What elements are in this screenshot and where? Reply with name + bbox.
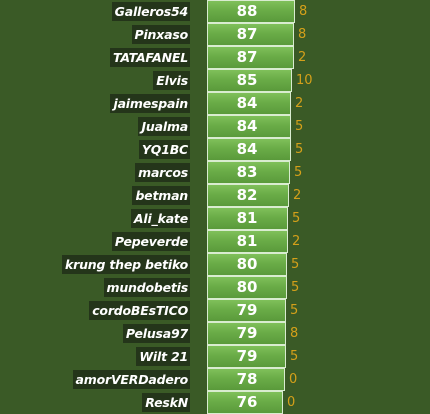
player-name-label: YQ1BC <box>138 140 190 159</box>
leaderboard-row: Elvis 85 10 <box>0 69 430 92</box>
score-value-label: 81 <box>236 232 258 250</box>
player-name-label: Pinxaso <box>131 25 190 44</box>
extra-points-label: 2 <box>298 50 307 65</box>
leaderboard-row: TATAFANEL 87 2 <box>0 46 430 69</box>
score-value-label: 76 <box>236 393 258 411</box>
player-name-label: Pelusa97 <box>122 324 190 343</box>
extra-points-label: 2 <box>295 96 304 111</box>
score-value-label: 87 <box>236 25 258 43</box>
player-name-label: betman <box>132 186 190 205</box>
leaderboard-row: marcos 83 5 <box>0 161 430 184</box>
score-bar <box>207 368 285 391</box>
score-bar <box>207 23 294 46</box>
score-bar <box>207 161 290 184</box>
score-bar <box>207 345 286 368</box>
extra-points-label: 5 <box>295 119 304 134</box>
leaderboard-row: mundobetis 80 5 <box>0 276 430 299</box>
score-value-label: 84 <box>236 94 258 112</box>
score-value-label: 79 <box>236 347 258 365</box>
leaderboard-row: Pinxaso 87 8 <box>0 23 430 46</box>
score-value-label: 78 <box>236 370 258 388</box>
extra-points-label: 5 <box>292 211 301 226</box>
player-name-label: Wilt 21 <box>136 347 190 366</box>
score-value-label: 88 <box>236 2 258 20</box>
score-bar <box>207 69 292 92</box>
extra-points-label: 0 <box>289 372 298 387</box>
leaderboard-row: Pepeverde 81 2 <box>0 230 430 253</box>
score-bar <box>207 253 287 276</box>
player-name-label: marcos <box>135 163 190 182</box>
player-name-label: Pepeverde <box>111 232 190 251</box>
player-name-label: Ali_kate <box>130 209 190 228</box>
score-value-label: 80 <box>236 255 258 273</box>
leaderboard-row: Wilt 21 79 5 <box>0 345 430 368</box>
score-value-label: 87 <box>236 48 258 66</box>
player-name-label: krung thep betiko <box>62 255 190 274</box>
score-value-label: 85 <box>236 71 258 89</box>
player-name-label: TATAFANEL <box>109 48 190 67</box>
score-bar <box>207 322 286 345</box>
extra-points-label: 8 <box>290 326 299 341</box>
score-value-label: 84 <box>236 117 258 135</box>
extra-points-label: 5 <box>290 349 299 364</box>
leaderboard-row: YQ1BC 84 5 <box>0 138 430 161</box>
score-bar <box>207 138 291 161</box>
extra-points-label: 5 <box>291 280 300 295</box>
score-value-label: 83 <box>236 163 258 181</box>
score-value-label: 79 <box>236 301 258 319</box>
extra-points-label: 0 <box>287 395 296 410</box>
score-bar <box>207 115 291 138</box>
score-bar <box>207 184 289 207</box>
leaderboard-row: krung thep betiko 80 5 <box>0 253 430 276</box>
extra-points-label: 8 <box>298 27 307 42</box>
score-bar <box>207 0 295 23</box>
player-name-label: Elvis <box>153 71 190 90</box>
player-name-label: ReskN <box>142 393 190 412</box>
score-bar <box>207 230 288 253</box>
leaderboard-row: ReskN 76 0 <box>0 391 430 414</box>
extra-points-label: 5 <box>294 165 303 180</box>
leaderboard-row: jaimespain 84 2 <box>0 92 430 115</box>
leaderboard-row: betman 82 2 <box>0 184 430 207</box>
player-name-label: Galleros54 <box>111 2 190 21</box>
extra-points-label: 2 <box>292 234 301 249</box>
leaderboard-row: cordoBEsTICO 79 5 <box>0 299 430 322</box>
player-name-label: Jualma <box>138 117 190 136</box>
score-bar <box>207 276 287 299</box>
score-value-label: 80 <box>236 278 258 296</box>
player-name-label: jaimespain <box>110 94 190 113</box>
score-value-label: 82 <box>236 186 258 204</box>
score-value-label: 81 <box>236 209 258 227</box>
extra-points-label: 8 <box>299 4 308 19</box>
score-bar <box>207 92 291 115</box>
score-bar <box>207 299 286 322</box>
leaderboard-row: amorVERDadero 78 0 <box>0 368 430 391</box>
score-value-label: 84 <box>236 140 258 158</box>
extra-points-label: 2 <box>293 188 302 203</box>
leaderboard-row: Galleros54 88 8 <box>0 0 430 23</box>
extra-points-label: 10 <box>296 73 313 88</box>
player-name-label: cordoBEsTICO <box>89 301 190 320</box>
leaderboard-row: Jualma 84 5 <box>0 115 430 138</box>
score-bar <box>207 46 294 69</box>
extra-points-label: 5 <box>290 303 299 318</box>
score-bar <box>207 207 288 230</box>
player-name-label: amorVERDadero <box>72 370 190 389</box>
extra-points-label: 5 <box>295 142 304 157</box>
extra-points-label: 5 <box>291 257 300 272</box>
player-name-label: mundobetis <box>103 278 190 297</box>
score-value-label: 79 <box>236 324 258 342</box>
leaderboard-row: Pelusa97 79 8 <box>0 322 430 345</box>
leaderboard-row: Ali_kate 81 5 <box>0 207 430 230</box>
